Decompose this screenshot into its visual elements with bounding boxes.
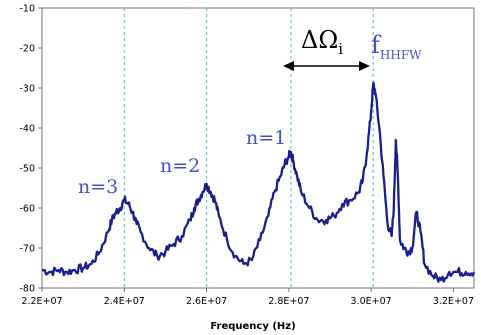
annotation-n2: n=2 xyxy=(160,155,200,177)
annotation-n3: n=3 xyxy=(78,176,118,198)
f-hhfw-main: f xyxy=(371,31,382,59)
harmonic-guide-lines xyxy=(123,8,374,288)
y-axis-ticks: -10 -20 -30 -40 -50 -60 -70 -80 xyxy=(19,4,42,295)
y-tick-label: -20 xyxy=(19,44,35,55)
delta-omega-main: ΔΩ xyxy=(301,26,338,54)
x-tick-label: 3.2E+07 xyxy=(433,296,474,307)
annotation-n1: n=1 xyxy=(246,127,286,149)
plot-area-border xyxy=(41,7,475,289)
x-tick-label: 3.0E+07 xyxy=(351,296,392,307)
delta-omega-subscript: i xyxy=(338,40,343,58)
y-tick-label: -80 xyxy=(19,284,35,295)
y-tick-label: -70 xyxy=(19,244,35,255)
x-tick-label: 2.2E+07 xyxy=(21,296,62,307)
series-line xyxy=(41,81,476,283)
y-tick-label: -50 xyxy=(19,164,35,175)
x-axis-ticks: 2.2E+07 2.4E+07 2.6E+07 2.8E+07 3.0E+07 3.2E+… xyxy=(21,288,474,307)
y-tick-label: -60 xyxy=(19,204,35,215)
delta-omega-label: ΔΩi xyxy=(301,26,343,58)
x-axis-label: Frequency (Hz) xyxy=(210,321,295,332)
y-tick-label: -30 xyxy=(19,84,35,95)
delta-omega-arrow xyxy=(283,61,370,71)
x-tick-label: 2.4E+07 xyxy=(104,296,145,307)
y-tick-label: -10 xyxy=(19,4,35,15)
y-tick-label: -40 xyxy=(19,124,35,135)
x-tick-label: 2.6E+07 xyxy=(186,296,227,307)
series-layer xyxy=(41,81,476,283)
x-tick-label: 2.8E+07 xyxy=(268,296,309,307)
f-hhfw-label: fHHFW xyxy=(371,31,422,62)
plot-frame xyxy=(41,7,475,289)
f-hhfw-subscript: HHFW xyxy=(380,48,422,62)
